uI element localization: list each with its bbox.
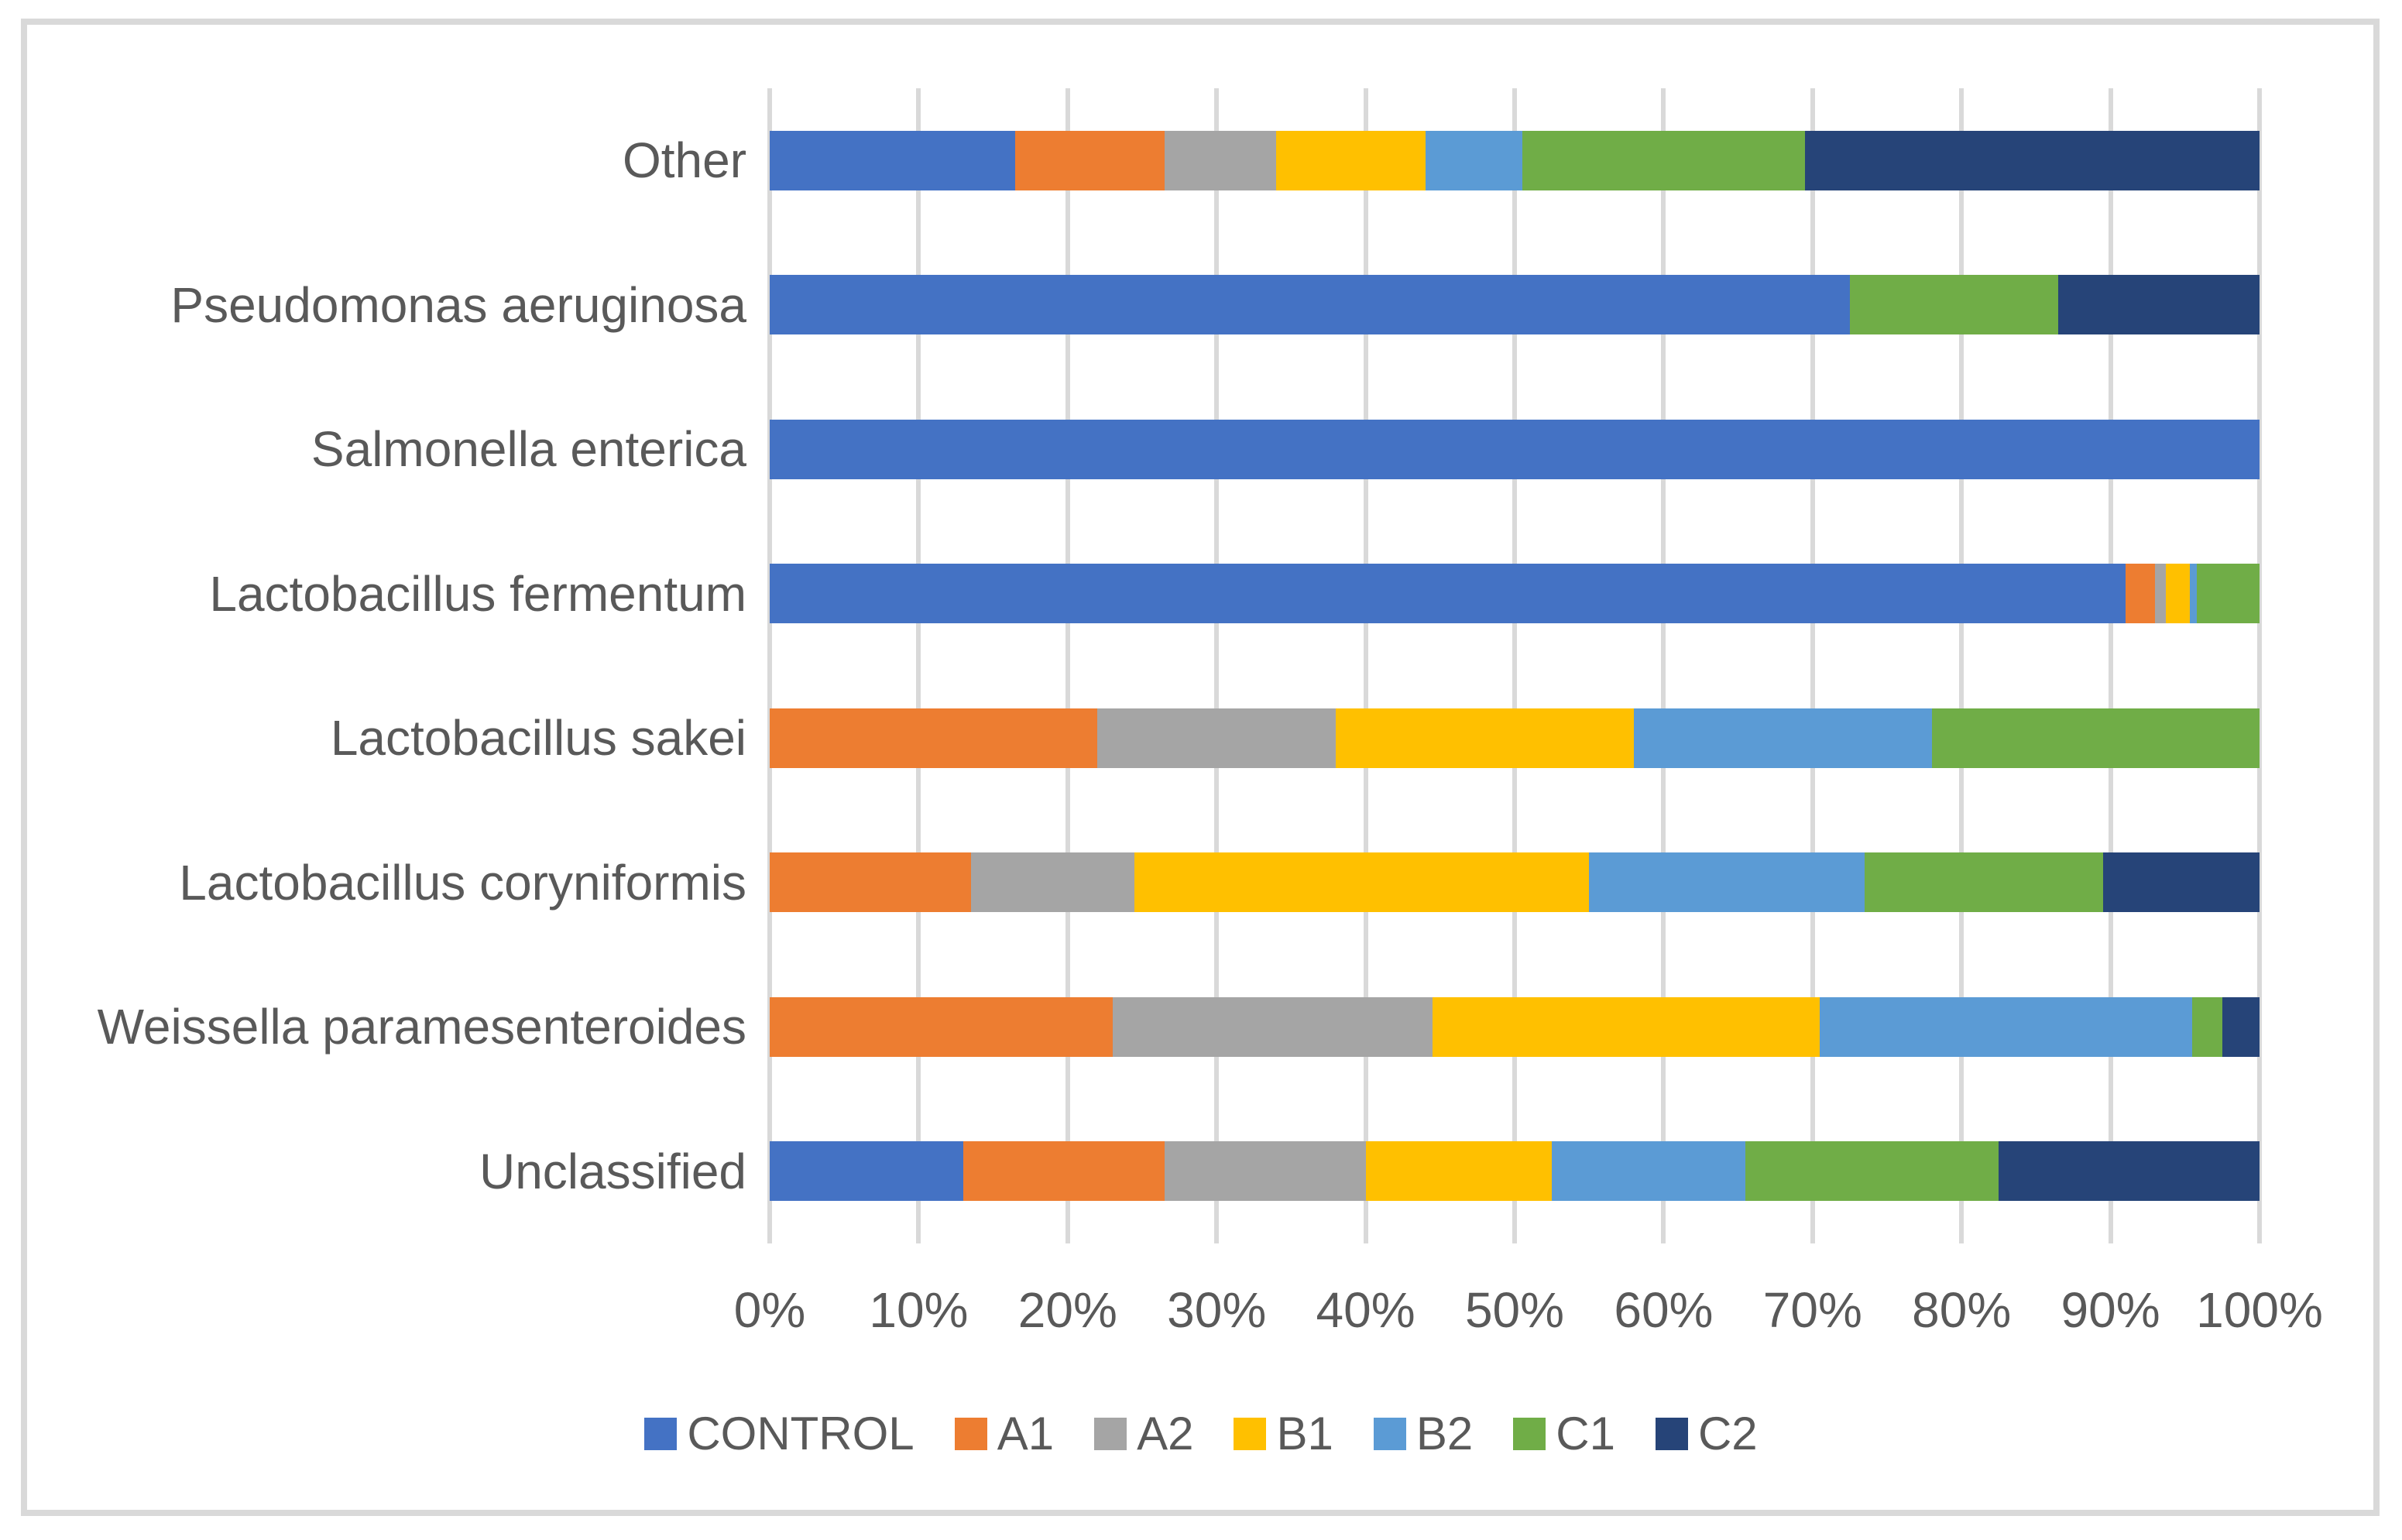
x-tick-label: 100% [2196, 1282, 2323, 1338]
bar-segment [2058, 275, 2260, 335]
legend-label: A2 [1137, 1408, 1194, 1459]
bar-segment [1425, 130, 1522, 190]
bar-segment [1112, 996, 1433, 1057]
bar-segment [2102, 852, 2260, 913]
plot-area [767, 88, 2262, 1243]
x-tick-label: 0% [733, 1282, 806, 1338]
gridline [1661, 88, 1666, 1243]
bar-segment [1164, 1141, 1366, 1202]
category-label: Lactobacillus coryniformis [179, 854, 746, 911]
bar-segment [1522, 130, 1806, 190]
bar-segment [1745, 1141, 1999, 1202]
bar-segment [770, 564, 2126, 624]
legend-item: C2 [1655, 1408, 1758, 1459]
category-label: Lactobacillus fermentum [209, 565, 746, 622]
bar-segment [770, 708, 1098, 768]
legend-label: CONTROL [687, 1408, 914, 1459]
bar-segment [1433, 996, 1820, 1057]
bar-segment [2125, 564, 2156, 624]
legend-label: C2 [1697, 1408, 1758, 1459]
bar-segment [1849, 275, 2059, 335]
category-label: Other [622, 132, 746, 189]
bar-segment [770, 275, 1850, 335]
x-tick-label: 40% [1316, 1282, 1415, 1338]
category-label: Unclassified [479, 1143, 746, 1199]
bar-segment [2155, 564, 2166, 624]
bar-segment [2197, 564, 2260, 624]
legend-swatch-icon [1234, 1418, 1267, 1450]
x-tick-label: 50% [1464, 1282, 1565, 1338]
legend-label: A1 [997, 1408, 1055, 1459]
legend-swatch-icon [954, 1418, 987, 1450]
gridline [767, 88, 772, 1243]
bar-segment [770, 1141, 964, 1202]
legend-item: A2 [1094, 1411, 1193, 1457]
legend-label: B1 [1276, 1408, 1333, 1459]
x-tick-label: 20% [1017, 1282, 1117, 1338]
bar-segment [2222, 996, 2260, 1057]
category-label: Weissella paramesenteroides [97, 999, 746, 1055]
legend-swatch-icon [1094, 1418, 1127, 1450]
legend-item: CONTROL [644, 1411, 914, 1457]
bar-segment [1015, 130, 1165, 190]
gridline [1512, 88, 1517, 1243]
legend-swatch-icon [644, 1418, 678, 1450]
bar-segment [1276, 130, 1426, 190]
bar-segment [1164, 130, 1277, 190]
bar-segment [1820, 996, 2193, 1057]
bar-segment [1999, 1141, 2260, 1202]
x-tick-label: 60% [1614, 1282, 1714, 1338]
x-tick-label: 80% [1912, 1282, 2012, 1338]
bar-segment [770, 996, 1113, 1057]
bar-segment [770, 130, 1016, 190]
gridline [916, 88, 921, 1243]
chart-legend: CONTROL A1 A2 B1 B2 C1 C2 [0, 1411, 2402, 1457]
gridline [1363, 88, 1368, 1243]
legend-item: B1 [1234, 1411, 1333, 1457]
legend-swatch-icon [1513, 1418, 1546, 1450]
gridline [2108, 88, 2113, 1243]
x-tick-label: 70% [1762, 1282, 1862, 1338]
legend-item: B2 [1373, 1408, 1474, 1459]
category-label: Pseudomonas aeruginosa [170, 276, 746, 333]
bar-segment [1365, 1141, 1553, 1202]
bar-segment [770, 852, 971, 913]
bar-segment [970, 852, 1135, 913]
legend-label: C1 [1556, 1408, 1615, 1459]
bar-segment [963, 1141, 1165, 1202]
legend-item: A1 [954, 1408, 1055, 1459]
bar-segment [1552, 1141, 1746, 1202]
bar-segment [1589, 852, 1865, 913]
x-tick-label: 90% [2061, 1282, 2160, 1338]
bar-segment [2189, 564, 2198, 624]
category-label: Salmonella enterica [311, 421, 746, 478]
legend-swatch-icon [1373, 1418, 1406, 1450]
gridline [1810, 88, 1815, 1243]
legend-item: C1 [1513, 1411, 1615, 1457]
gridline [1065, 88, 1070, 1243]
bar-segment [770, 419, 2260, 479]
bar-segment [1134, 852, 1590, 913]
category-label: Lactobacillus sakei [330, 710, 746, 767]
bar-segment [1097, 708, 1337, 768]
legend-swatch-icon [1655, 1418, 1688, 1450]
gridline [2257, 88, 2262, 1243]
bar-segment [1931, 708, 2260, 768]
bar-segment [1633, 708, 1932, 768]
bar-segment [1865, 852, 2103, 913]
bar-segment [1336, 708, 1634, 768]
bar-segment [1805, 130, 2260, 190]
gridline [1214, 88, 1220, 1243]
bar-segment [2165, 564, 2190, 624]
x-tick-label: 10% [869, 1282, 969, 1338]
x-tick-label: 30% [1167, 1282, 1267, 1338]
bar-segment [2192, 996, 2222, 1057]
gridline [1959, 88, 1964, 1243]
legend-label: B2 [1415, 1408, 1474, 1459]
